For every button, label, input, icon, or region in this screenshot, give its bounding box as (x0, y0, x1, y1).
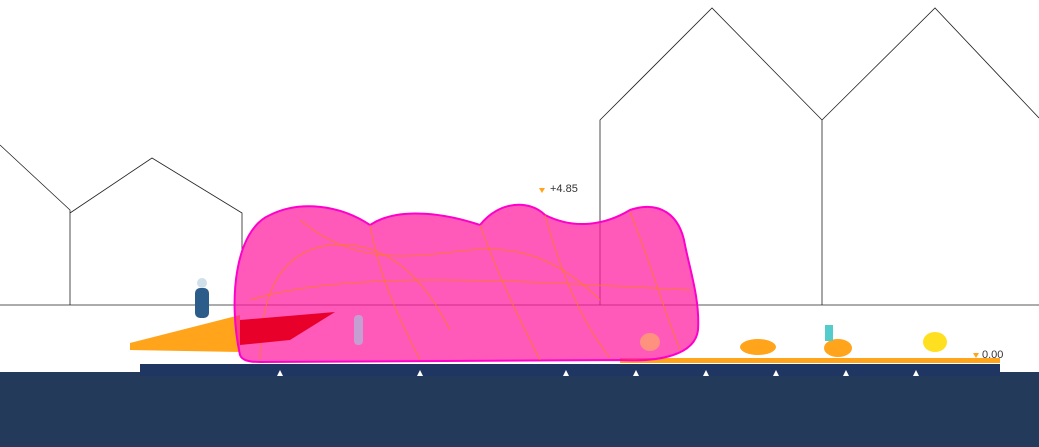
pavilion-ribs (249, 211, 691, 361)
marker (633, 370, 639, 376)
pavilion (233, 203, 700, 364)
person (825, 325, 833, 341)
person (197, 278, 207, 288)
chair (740, 339, 776, 355)
marker (703, 370, 709, 376)
house-outline (599, 7, 823, 305)
marker (563, 370, 569, 376)
marker (843, 370, 849, 376)
interior-ramp (240, 312, 335, 345)
level-triangle (539, 188, 545, 193)
elevation-label: +4.85 (550, 183, 578, 195)
house-outline (0, 144, 71, 305)
rib (369, 224, 421, 361)
water (0, 372, 1039, 447)
rib (629, 211, 681, 351)
ramp (130, 315, 240, 352)
marker (913, 370, 919, 376)
level-triangle (973, 353, 979, 358)
rib (544, 214, 611, 359)
pontoon-markers (277, 370, 919, 376)
chair (824, 339, 852, 357)
marker (417, 370, 423, 376)
deck (620, 358, 1000, 363)
rib (479, 224, 541, 361)
elevation-mark-top: +4.85 (539, 183, 578, 195)
marker (773, 370, 779, 376)
marker (277, 370, 283, 376)
rib (249, 279, 691, 301)
lamp (923, 332, 947, 352)
house-outline (69, 157, 243, 250)
house-outline (821, 7, 1039, 121)
rib (259, 243, 451, 361)
person (354, 315, 363, 345)
chair (640, 333, 660, 351)
pontoons (140, 364, 1000, 376)
elevation-mark-base: 0.00 (973, 349, 1003, 361)
person (195, 288, 209, 318)
rib (299, 219, 601, 301)
figures (195, 278, 947, 357)
elevation-label: 0.00 (982, 349, 1003, 361)
